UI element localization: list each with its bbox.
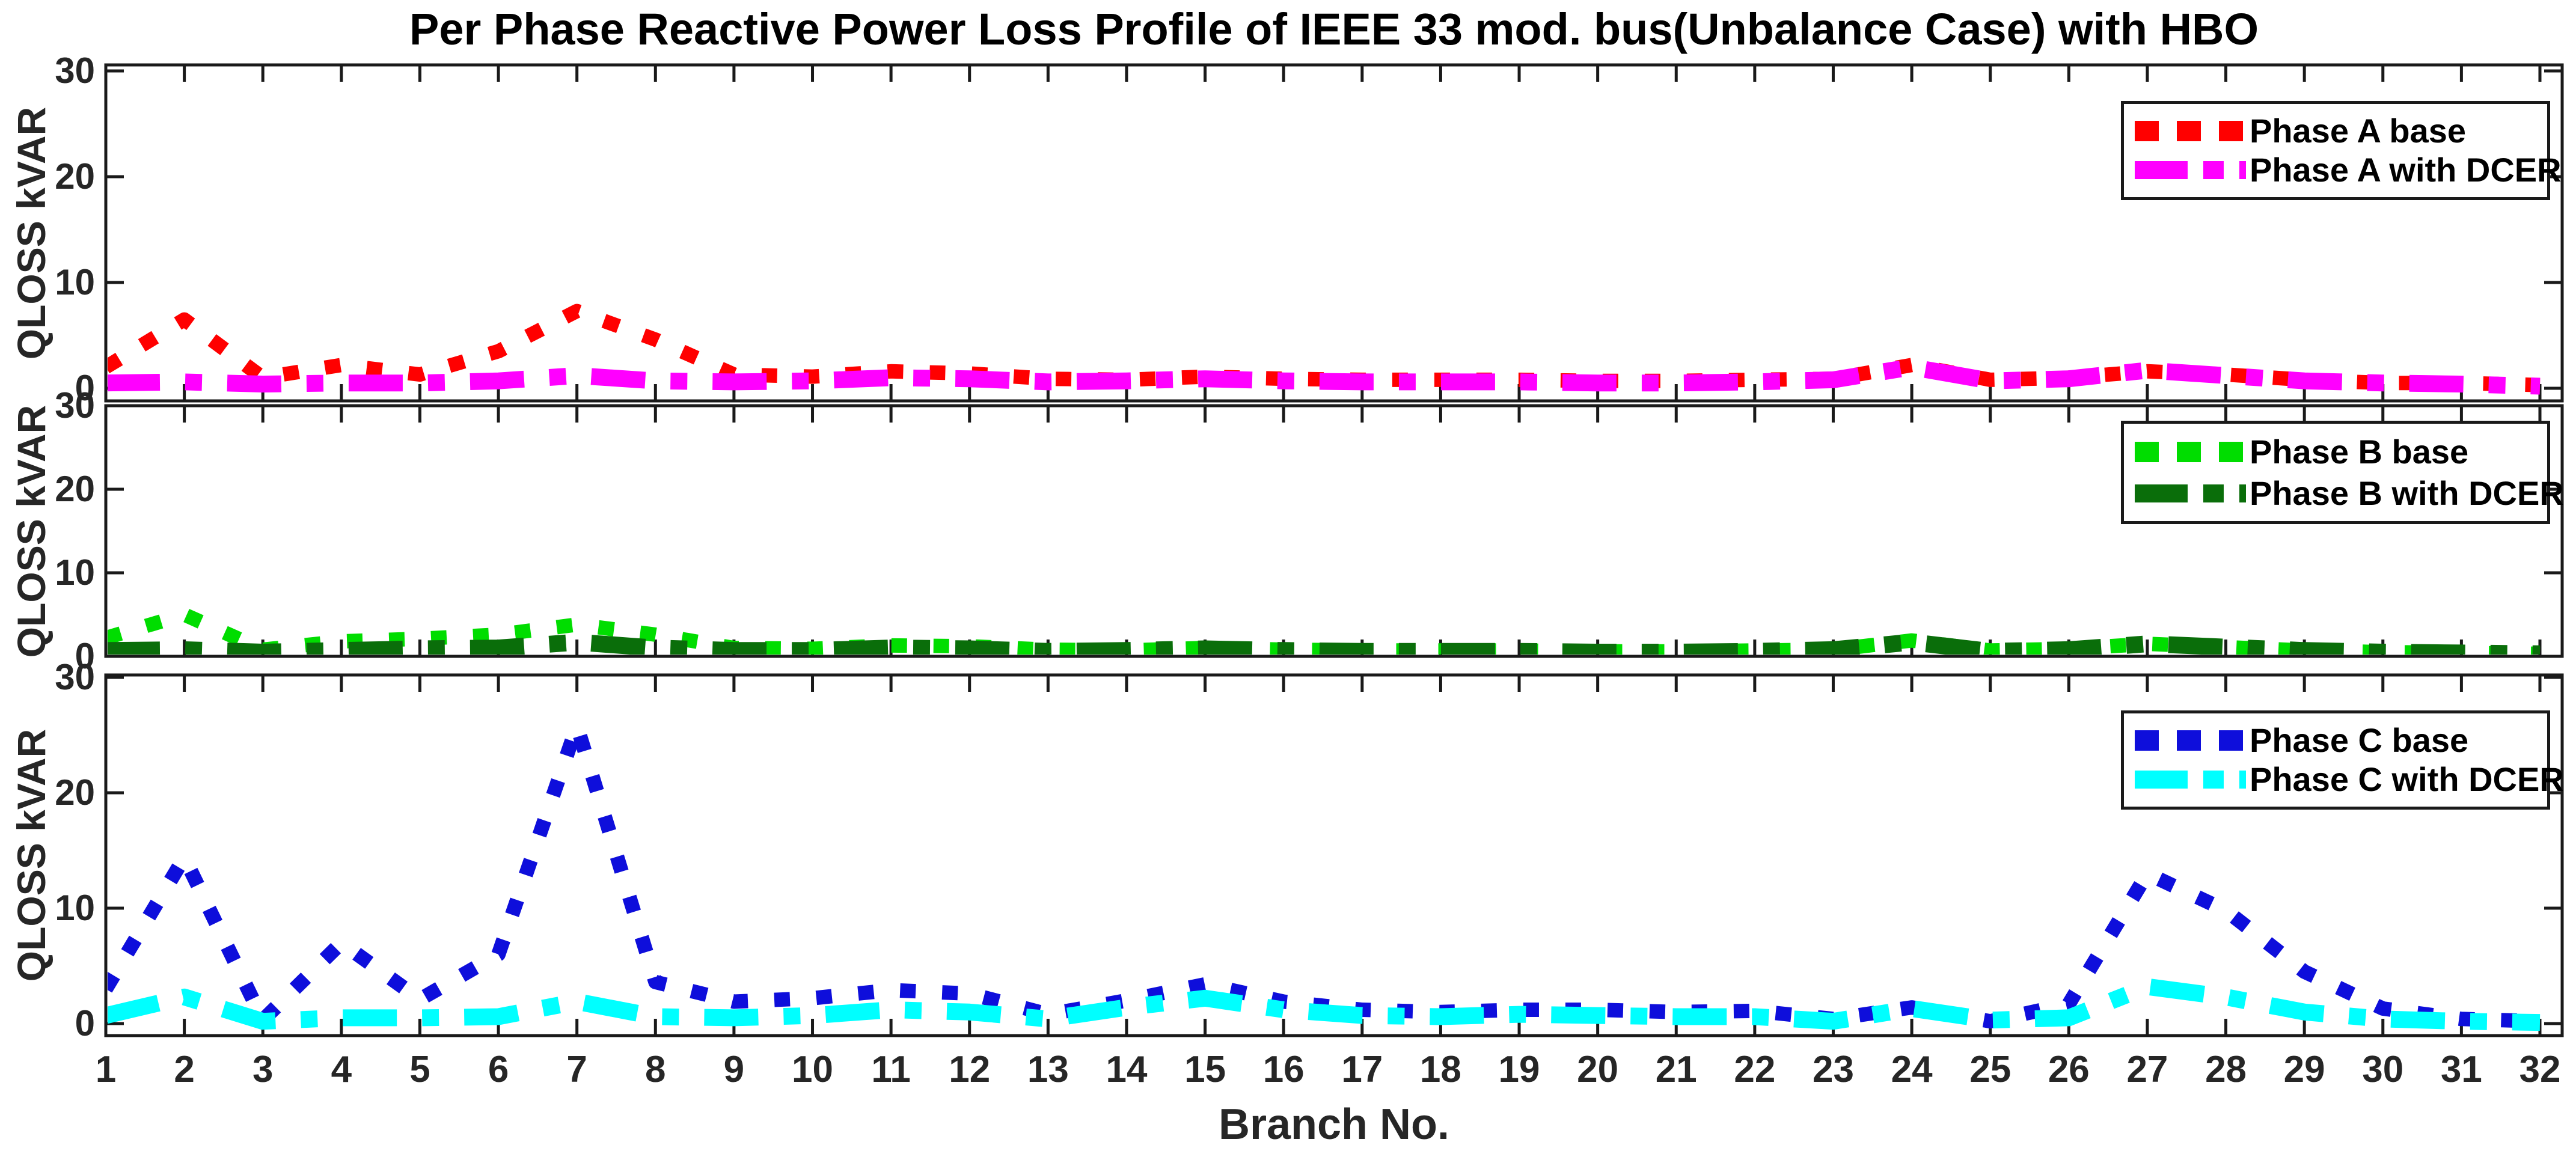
svg-text:0: 0 [75,368,95,408]
svg-text:2: 2 [174,1049,194,1090]
svg-text:29: 29 [2284,1049,2325,1090]
legend-label: Phase C with DCER [2250,760,2564,799]
svg-text:12: 12 [949,1049,990,1090]
svg-text:18: 18 [1420,1049,1461,1090]
svg-text:15: 15 [1184,1049,1226,1090]
svg-text:0: 0 [75,636,95,676]
svg-text:9: 9 [724,1049,744,1090]
svg-text:27: 27 [2126,1049,2168,1090]
chart-title: Per Phase Reactive Power Loss Profile of… [409,4,2259,54]
svg-text:13: 13 [1027,1049,1069,1090]
legend-phase-b: Phase B base Phase B with DCER [2121,421,2564,524]
svg-text:31: 31 [2441,1049,2482,1090]
svg-text:23: 23 [1813,1049,1854,1090]
svg-text:21: 21 [1656,1049,1697,1090]
svg-text:28: 28 [2205,1049,2247,1090]
svg-text:20: 20 [55,469,95,509]
svg-text:30: 30 [2362,1049,2403,1090]
svg-text:17: 17 [1341,1049,1383,1090]
svg-text:4: 4 [331,1049,352,1090]
legend-entry: Phase B with DCER [2135,475,2564,512]
legend-entry: Phase A base [2135,112,2536,150]
svg-text:26: 26 [2048,1049,2090,1090]
legend-label: Phase C base [2250,721,2469,759]
legend-label: Phase B with DCER [2250,474,2564,512]
legend-line-sample-phase-c-dcer [2135,771,2246,789]
svg-text:30: 30 [55,385,95,426]
svg-text:24: 24 [1891,1049,1933,1090]
svg-text:22: 22 [1734,1049,1775,1090]
svg-text:10: 10 [55,262,95,302]
svg-text:20: 20 [55,156,95,197]
svg-text:14: 14 [1106,1049,1147,1090]
svg-text:7: 7 [566,1049,587,1090]
y-axis-label-phase-b: QLOSS kVAR [9,405,54,658]
legend-entry: Phase B base [2135,433,2536,471]
x-axis-label: Branch No. [1218,1101,1450,1149]
legend-line-sample-phase-b-base [2135,441,2246,462]
svg-text:10: 10 [792,1049,833,1090]
svg-text:19: 19 [1499,1049,1540,1090]
legend-line-sample-phase-a-base [2135,120,2246,141]
svg-text:8: 8 [645,1049,665,1090]
legend-line-sample-phase-c-base [2135,730,2246,751]
svg-text:6: 6 [488,1049,509,1090]
legend-entry: Phase C with DCER [2135,761,2564,798]
legend-entry: Phase C base [2135,722,2536,759]
svg-text:30: 30 [55,50,95,91]
legend-label: Phase A with DCER [2250,151,2562,189]
svg-text:1: 1 [96,1049,116,1090]
y-axis-label-phase-c: QLOSS kVAR [9,728,54,982]
legend-entry: Phase A with DCER [2135,151,2562,189]
y-axis-label-phase-a: QLOSS kVAR [9,106,54,360]
legend-line-sample-phase-a-dcer [2135,161,2246,180]
legend-label: Phase A base [2250,111,2467,150]
svg-text:16: 16 [1263,1049,1305,1090]
legend-phase-c: Phase C base Phase C with DCER [2121,710,2564,810]
svg-text:11: 11 [871,1049,911,1090]
svg-text:32: 32 [2519,1049,2561,1090]
svg-text:3: 3 [252,1049,273,1090]
svg-text:0: 0 [75,1003,95,1043]
svg-text:30: 30 [55,657,95,697]
svg-text:5: 5 [409,1049,430,1090]
svg-text:10: 10 [55,552,95,593]
legend-phase-a: Phase A base Phase A with DCER [2121,101,2562,200]
legend-label: Phase B base [2250,432,2469,471]
svg-text:10: 10 [55,888,95,928]
svg-text:20: 20 [1577,1049,1618,1090]
legend-line-sample-phase-b-dcer [2135,484,2246,502]
svg-text:25: 25 [1969,1049,2011,1090]
svg-text:20: 20 [55,772,95,813]
